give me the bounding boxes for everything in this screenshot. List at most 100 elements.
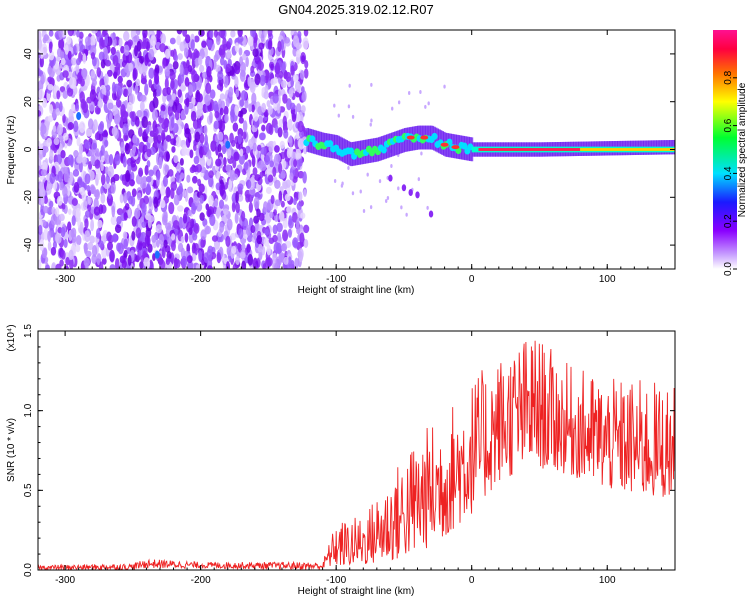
noise-blob [298, 191, 303, 202]
noise-blob [171, 146, 176, 153]
noise-blob [106, 69, 113, 77]
signal-halo [395, 130, 399, 155]
noise-blob [218, 132, 224, 142]
noise-blob [296, 103, 302, 113]
noise-blob [208, 175, 214, 188]
noise-blob [48, 104, 54, 114]
noise-blob [185, 34, 191, 44]
noise-blob [141, 221, 147, 229]
noise-blob [162, 214, 168, 226]
noise-blob [124, 65, 129, 74]
noise-blob [272, 234, 278, 243]
noise-blob [246, 243, 251, 253]
signal-halo [394, 131, 397, 156]
noise-blob [129, 179, 135, 187]
noise-blob [131, 230, 136, 241]
sparse-blob [397, 100, 401, 105]
noise-blob [98, 204, 104, 215]
noise-blob [75, 103, 80, 112]
noise-blob [76, 136, 81, 147]
noise-blob [286, 205, 292, 214]
noise-blob [209, 30, 214, 39]
noise-blob [47, 241, 52, 251]
noise-blob [84, 173, 91, 185]
noise-blob [119, 193, 124, 204]
noise-blob [48, 30, 54, 37]
noise-blob [84, 36, 92, 46]
noise-blob [221, 144, 227, 155]
noise-blob [193, 222, 200, 235]
noise-blob [107, 165, 114, 178]
noise-blob [266, 244, 271, 256]
noise-blob [82, 53, 87, 64]
noise-blob [260, 33, 265, 43]
noise-blob [110, 215, 117, 226]
noise-blob [126, 190, 132, 202]
noise-blob [103, 150, 109, 159]
noise-blob [164, 68, 171, 77]
x-tick-label: -300 [55, 575, 75, 586]
noise-blob [57, 123, 63, 136]
noise-blob [226, 218, 233, 231]
noise-blob [38, 30, 42, 43]
noise-blob [91, 244, 98, 258]
noise-blob [199, 132, 205, 144]
noise-blob [294, 80, 301, 93]
noise-blob [232, 158, 237, 169]
noise-blob [301, 55, 306, 63]
noise-blob [219, 120, 226, 133]
noise-blob [172, 101, 178, 113]
sparse-blob [424, 104, 427, 109]
noise-blob [181, 144, 187, 157]
noise-blob [211, 235, 219, 242]
noise-blob [252, 48, 259, 58]
noise-blob [114, 153, 121, 166]
noise-blob [252, 142, 257, 152]
noise-blob [107, 102, 114, 110]
noise-blob [152, 109, 158, 122]
noise-blob [298, 248, 304, 260]
y-tick-label: 0 [23, 146, 34, 152]
noise-blob [144, 54, 149, 67]
noise-blob [203, 141, 209, 153]
noise-blob [238, 152, 246, 165]
noise-blob [230, 30, 236, 38]
noise-blob [124, 203, 130, 211]
signal-drip [428, 210, 434, 218]
noise-blob [78, 161, 83, 173]
noise-blob [162, 175, 168, 187]
noise-blob [130, 195, 136, 207]
noise-blob [258, 212, 265, 222]
noise-blob [238, 47, 243, 56]
noise-blob [92, 119, 98, 132]
x-tick-label: 0 [469, 274, 475, 285]
noise-blob [133, 35, 138, 43]
noise-blob [126, 79, 133, 88]
noise-hotspot [154, 250, 160, 259]
noise-blob [70, 103, 76, 112]
noise-blob [241, 260, 247, 269]
noise-blob [206, 208, 212, 218]
noise-blob [197, 93, 203, 103]
sparse-blob [390, 164, 393, 169]
noise-blob [163, 239, 168, 249]
noise-blob [84, 230, 91, 243]
noise-blob [225, 235, 231, 247]
noise-blob [261, 102, 267, 113]
noise-blob [48, 50, 55, 61]
noise-blob [204, 94, 211, 106]
noise-blob [219, 107, 224, 116]
noise-blob [148, 196, 153, 208]
noise-blob [112, 174, 120, 182]
noise-blob [176, 30, 183, 35]
noise-blob [192, 175, 198, 184]
noise-blob [38, 110, 42, 117]
noise-blob [282, 93, 288, 104]
noise-blob [261, 124, 266, 132]
noise-blob [300, 105, 306, 113]
noise-blob [234, 104, 239, 116]
noise-blob [43, 228, 49, 241]
noise-blob [100, 162, 104, 172]
noise-blob [303, 30, 309, 37]
sparse-blob [369, 122, 372, 127]
